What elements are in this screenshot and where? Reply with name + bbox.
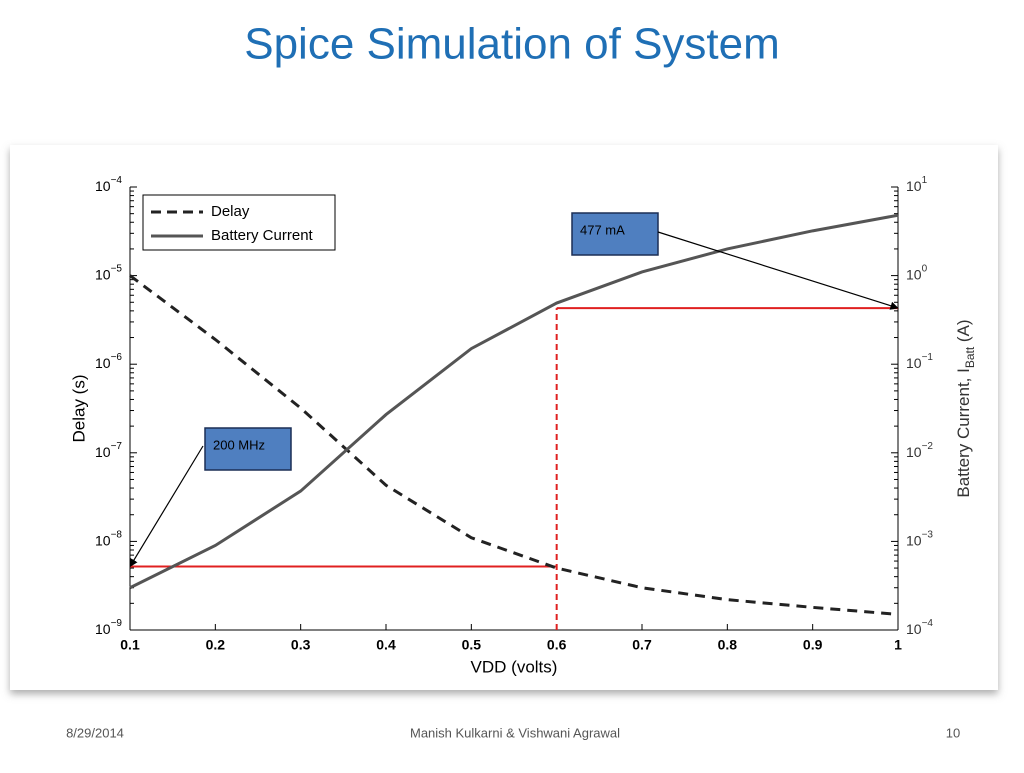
tick-exponent: 1	[922, 175, 928, 186]
tick-exponent: −1	[922, 352, 934, 363]
annotation-arrow	[129, 445, 204, 568]
tick-base: 10	[95, 178, 111, 194]
footer-page: 10	[946, 725, 960, 740]
x-tick-label: 0.2	[206, 637, 226, 653]
y-tick-label: 10−3	[906, 529, 933, 548]
tick-base: 10	[906, 621, 922, 637]
y-tick-label: 10−9	[95, 618, 122, 637]
y-tick-label: 10−4	[95, 175, 122, 194]
y2-label-text: Battery Current, I	[954, 368, 973, 497]
y2-label-sub: Batt	[963, 346, 977, 368]
tick-base: 10	[906, 355, 922, 371]
annotation-text: 200 MHz	[213, 437, 265, 452]
slide-title: Spice Simulation of System	[244, 20, 780, 69]
tick-exponent: −4	[111, 175, 123, 186]
y-tick-label: 10−1	[906, 352, 933, 371]
series-line	[129, 213, 899, 590]
y-tick-label: 10−8	[95, 529, 122, 548]
tick-exponent: 0	[922, 263, 928, 274]
tick-base: 10	[95, 444, 111, 460]
y2-axis-label: Battery Current, IBatt (A)	[954, 319, 977, 497]
y-axis-label: Delay (s)	[69, 374, 88, 442]
y-tick-label: 100	[906, 263, 928, 282]
tick-exponent: −3	[922, 529, 934, 540]
tick-base: 10	[906, 266, 922, 282]
y-tick-label: 10−7	[95, 440, 122, 459]
x-tick-label: 1	[894, 637, 902, 653]
x-tick-label: 0.3	[291, 637, 311, 653]
tick-exponent: −4	[922, 618, 934, 629]
tick-exponent: −7	[111, 440, 123, 451]
x-tick-label: 0.1	[120, 637, 140, 653]
annotation-arrow	[657, 231, 899, 310]
x-tick-label: 0.5	[462, 637, 482, 653]
series-line	[129, 274, 899, 616]
y-tick-label: 10−2	[906, 440, 933, 459]
legend-label: Battery Current	[211, 227, 314, 244]
tick-base: 10	[906, 532, 922, 548]
footer-authors: Manish Kulkarni & Vishwani Agrawal	[410, 725, 620, 740]
tick-exponent: −9	[111, 618, 123, 629]
tick-base: 10	[906, 444, 922, 460]
x-tick-label: 0.4	[376, 637, 396, 653]
x-tick-label: 0.6	[547, 637, 567, 653]
tick-exponent: −2	[922, 440, 934, 451]
y-tick-label: 10−6	[95, 352, 122, 371]
x-tick-label: 0.7	[632, 637, 652, 653]
tick-exponent: −8	[111, 529, 123, 540]
tick-base: 10	[95, 621, 111, 637]
tick-base: 10	[95, 266, 111, 282]
annotation-text: 477 mA	[580, 222, 625, 237]
tick-exponent: −6	[111, 352, 123, 363]
legend-label: Delay	[211, 203, 250, 220]
annotation-box	[571, 212, 659, 256]
annotation-box	[204, 427, 292, 471]
tick-base: 10	[906, 178, 922, 194]
y-tick-label: 10−5	[95, 263, 122, 282]
y-tick-label: 10−4	[906, 618, 933, 637]
x-axis-label: VDD (volts)	[471, 657, 558, 676]
y2-label-suffix: (A)	[954, 319, 973, 346]
tick-exponent: −5	[111, 263, 123, 274]
tick-base: 10	[95, 532, 111, 548]
y-tick-label: 101	[906, 175, 928, 194]
x-tick-label: 0.8	[718, 637, 738, 653]
legend-box	[142, 194, 336, 251]
footer-date: 8/29/2014	[66, 725, 124, 740]
plot: 0.1 0.2 0.3 0.4 0.5 0.6 0.7 0.8 0.9 110−910−810−7…	[69, 175, 977, 677]
tick-base: 10	[95, 355, 111, 371]
x-tick-label: 0.9	[803, 637, 823, 653]
